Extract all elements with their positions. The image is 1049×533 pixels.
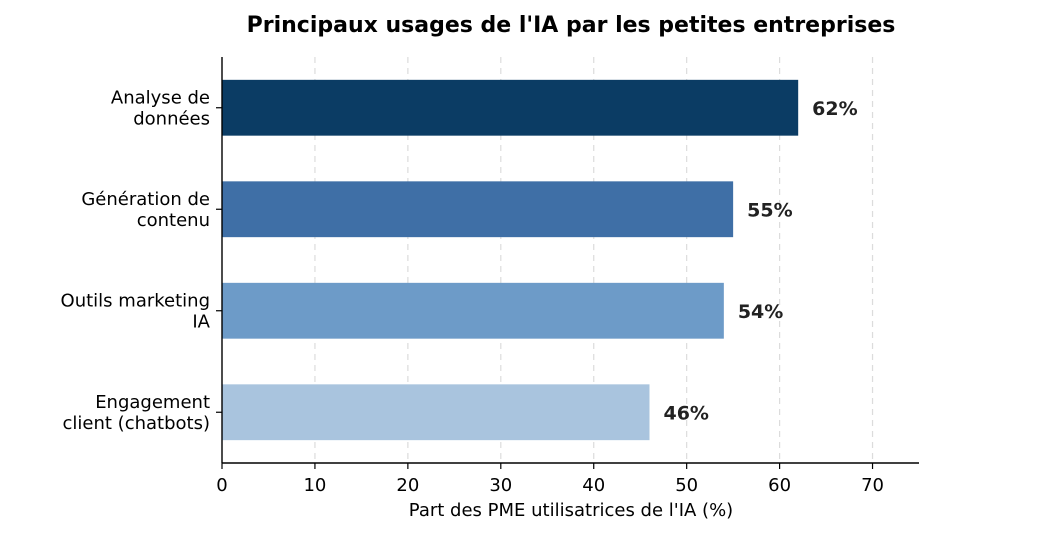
category-label-line: Engagement [95, 392, 210, 413]
category-label-line: données [133, 108, 210, 129]
x-axis-label: Part des PME utilisatrices de l'IA (%) [409, 500, 733, 521]
bar [222, 79, 799, 136]
category-label-line: Outils marketing [61, 290, 210, 311]
axes [216, 57, 919, 469]
x-tick-label: 10 [303, 475, 326, 496]
x-tick-label: 40 [582, 475, 605, 496]
data-label: 46% [663, 402, 708, 424]
bar [222, 384, 650, 441]
category-label: Outils marketing IA [61, 290, 211, 332]
category-label-line: Analyse de [111, 87, 210, 108]
bar [222, 181, 734, 238]
data-label: 62% [812, 98, 857, 120]
category-label-line: client (chatbots) [63, 413, 210, 434]
bar [222, 282, 724, 339]
chart-title: Principaux usages de l'IA par les petite… [247, 13, 896, 38]
labels: 62% Analyse de données 55% Génération de cont… [61, 87, 884, 496]
category-label-line: Génération de [81, 189, 210, 210]
x-tick-label: 30 [489, 475, 512, 496]
x-tick-label: 20 [396, 475, 419, 496]
x-tick-label: 50 [675, 475, 698, 496]
category-label-line: contenu [137, 210, 210, 231]
x-tick-label: 70 [861, 475, 884, 496]
bars [222, 79, 799, 441]
x-tick-label: 0 [216, 475, 227, 496]
x-tick-label: 60 [768, 475, 791, 496]
category-label: Engagement client (chatbots) [63, 392, 210, 434]
data-label: 54% [738, 301, 783, 323]
category-label: Analyse de données [111, 87, 210, 129]
category-label: Génération de contenu [81, 189, 210, 231]
data-label: 55% [747, 199, 792, 221]
category-label-line: IA [192, 311, 210, 332]
